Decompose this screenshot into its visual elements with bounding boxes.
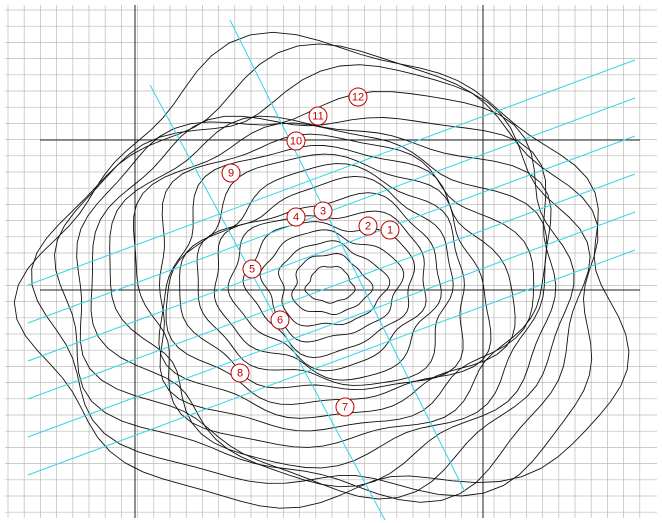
contour-line [158,145,516,419]
contour-line [31,43,599,497]
contour-line [278,240,391,327]
contour-line [213,192,442,381]
contour-line [196,175,454,386]
marker-label: 10 [290,135,302,147]
section-lines [27,19,636,521]
contour-line [227,210,427,372]
marker-label: 4 [293,211,299,223]
marker-label: 6 [277,314,283,326]
contour-line [90,115,557,488]
marker-circle [221,163,241,183]
contours [13,31,630,509]
section-line [229,19,466,493]
contour-line [13,31,630,509]
grid [5,5,657,518]
contour-line [76,91,575,500]
marker-label: 12 [352,91,364,103]
contour-line [109,115,552,469]
marker-circle [242,259,262,279]
marker-circle [358,216,378,236]
marker-circle [230,363,250,383]
marker-circle [308,106,328,126]
contour-line [165,153,492,405]
contour-line [159,133,535,432]
marker-label: 3 [320,205,326,217]
contour-line [259,229,405,343]
section-line [27,59,636,286]
contour-line [291,253,374,315]
marker-label: 11 [312,110,323,122]
marker-label: 9 [228,167,234,179]
marker-label: 8 [237,367,243,379]
marker-label: 5 [249,263,255,275]
marker-circle [380,220,400,240]
marker-circle [335,397,355,417]
section-line [149,84,386,521]
marker-label: 1 [387,224,393,236]
contour-line [133,122,548,448]
section-line [27,211,636,438]
section-line [27,249,636,476]
marker-label: 7 [342,401,348,413]
marker-circle [348,87,368,107]
section-line [27,173,636,400]
marker-circle [286,207,306,227]
marker-circle [286,131,306,151]
marker-circle [313,201,333,221]
marker-circle [270,310,290,330]
marker-label: 2 [365,220,371,232]
section-line [27,135,636,362]
contour-line [179,163,465,391]
contour-line [304,266,356,304]
